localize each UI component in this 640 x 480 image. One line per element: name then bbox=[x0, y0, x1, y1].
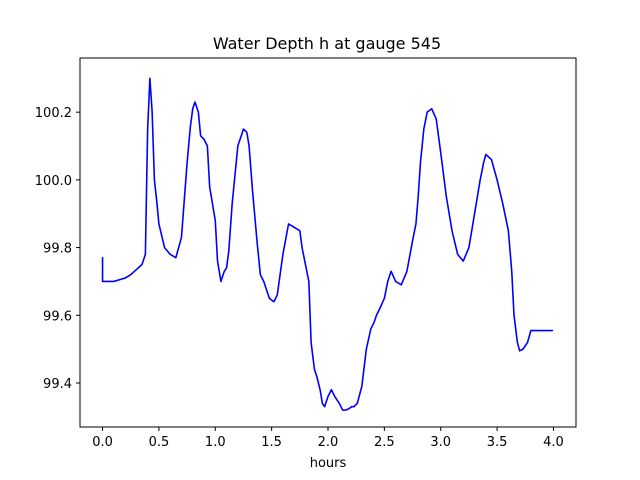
series-line bbox=[101, 77, 554, 411]
chart-title: Water Depth h at gauge 545 bbox=[213, 34, 441, 53]
x-tick-label: 2.0 bbox=[318, 435, 339, 450]
x-axis: 0.0 0.5 1.0 1.5 2.0 2.5 3.0 3.5 4.0 bbox=[92, 427, 564, 450]
y-tick-label: 99.8 bbox=[43, 242, 72, 257]
y-tick-label: 100.2 bbox=[35, 106, 72, 121]
y-tick-label: 99.6 bbox=[43, 309, 72, 324]
y-axis: 99.4 99.6 99.8 100.0 100.2 bbox=[35, 106, 80, 392]
y-tick-label: 99.4 bbox=[43, 377, 72, 392]
y-tick-label: 100.0 bbox=[35, 174, 72, 189]
x-tick-label: 4.0 bbox=[543, 435, 564, 450]
x-tick-label: 3.5 bbox=[487, 435, 508, 450]
x-tick-label: 1.0 bbox=[205, 435, 226, 450]
x-tick-label: 1.5 bbox=[261, 435, 282, 450]
x-tick-label: 0.0 bbox=[92, 435, 113, 450]
x-tick-label: 2.5 bbox=[374, 435, 395, 450]
plot-frame bbox=[79, 57, 577, 428]
x-tick-label: 0.5 bbox=[149, 435, 170, 450]
series-layer bbox=[101, 77, 554, 411]
x-tick-label: 3.0 bbox=[430, 435, 451, 450]
x-axis-label: hours bbox=[310, 456, 347, 471]
